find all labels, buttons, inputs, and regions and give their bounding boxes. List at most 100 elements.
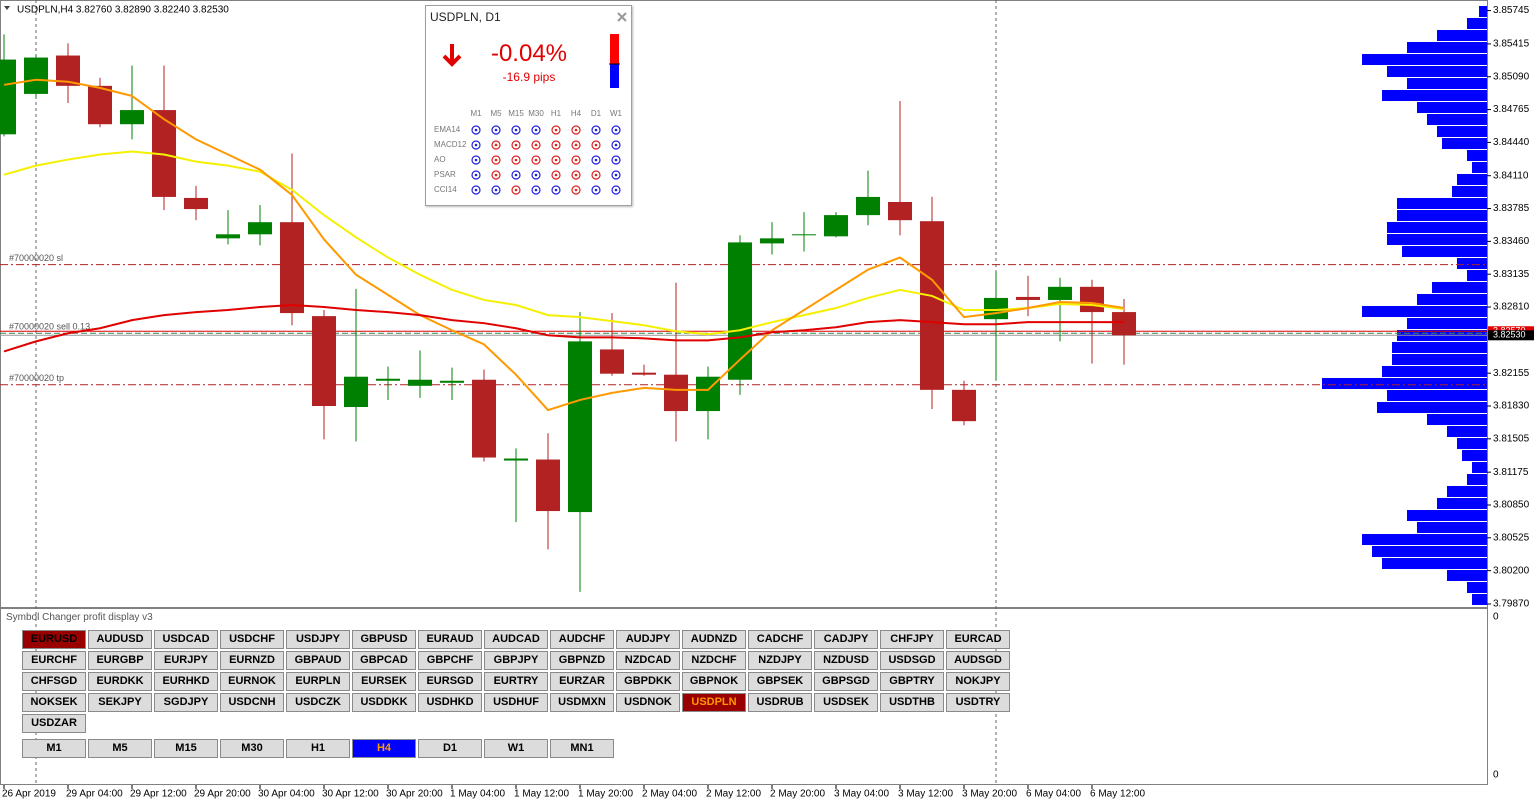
x-tick-label: 29 Apr 12:00 bbox=[130, 789, 187, 800]
button[interactable]: NOKJPY bbox=[946, 672, 1010, 691]
button[interactable]: NOKSEK bbox=[22, 693, 86, 712]
button[interactable]: EURCHF bbox=[22, 651, 86, 670]
button[interactable]: GBPNZD bbox=[550, 651, 614, 670]
button[interactable]: USDCAD bbox=[154, 630, 218, 649]
button[interactable]: SEKJPY bbox=[88, 693, 152, 712]
x-tick-label: 30 Apr 20:00 bbox=[386, 789, 443, 800]
button[interactable]: CADJPY bbox=[814, 630, 878, 649]
button[interactable]: GBPNOK bbox=[682, 672, 746, 691]
button[interactable]: EURZAR bbox=[550, 672, 614, 691]
button[interactable]: USDNOK bbox=[616, 693, 680, 712]
x-tick-label: 26 Apr 2019 bbox=[2, 789, 56, 800]
button[interactable]: NZDJPY bbox=[748, 651, 812, 670]
candle-body bbox=[824, 215, 848, 237]
button[interactable]: EURGBP bbox=[88, 651, 152, 670]
button[interactable]: AUDCHF bbox=[550, 630, 614, 649]
button[interactable]: CHFSGD bbox=[22, 672, 86, 691]
button[interactable]: EURHKD bbox=[154, 672, 218, 691]
button[interactable]: CADCHF bbox=[748, 630, 812, 649]
button[interactable]: USDSGD bbox=[880, 651, 944, 670]
volume-bar bbox=[1437, 30, 1487, 41]
indicator-name: AO bbox=[434, 155, 446, 164]
change: -0.04% bbox=[490, 40, 568, 67]
signal bbox=[591, 140, 601, 150]
button[interactable]: USDRUB bbox=[748, 693, 812, 712]
button[interactable]: GBPTRY bbox=[880, 672, 944, 691]
button[interactable]: EURDKK bbox=[88, 672, 152, 691]
button[interactable]: M30 bbox=[220, 739, 284, 758]
button[interactable]: GBPUSD bbox=[352, 630, 416, 649]
button[interactable]: USDTRY bbox=[946, 693, 1010, 712]
button[interactable]: AUDNZD bbox=[682, 630, 746, 649]
button[interactable]: MN1 bbox=[550, 739, 614, 758]
button[interactable]: EURSEK bbox=[352, 672, 416, 691]
button[interactable]: USDHKD bbox=[418, 693, 482, 712]
button[interactable]: GBPJPY bbox=[484, 651, 548, 670]
button[interactable]: EURPLN bbox=[286, 672, 350, 691]
volume-bar bbox=[1387, 390, 1487, 401]
button[interactable]: USDSEK bbox=[814, 693, 878, 712]
button[interactable]: M5 bbox=[88, 739, 152, 758]
button[interactable]: NZDCAD bbox=[616, 651, 680, 670]
candle-body bbox=[1080, 286, 1104, 313]
button[interactable]: AUDCAD bbox=[484, 630, 548, 649]
candle-body bbox=[88, 85, 112, 125]
button[interactable]: USDMXN bbox=[550, 693, 614, 712]
signal bbox=[591, 185, 601, 195]
volume-bar bbox=[1417, 294, 1487, 305]
button[interactable]: USDCZK bbox=[286, 693, 350, 712]
button[interactable]: EURTRY bbox=[484, 672, 548, 691]
button[interactable]: GBPAUD bbox=[286, 651, 350, 670]
button[interactable]: EURSGD bbox=[418, 672, 482, 691]
candle-body bbox=[120, 110, 144, 125]
signal bbox=[591, 155, 601, 165]
button[interactable]: EURAUD bbox=[418, 630, 482, 649]
button[interactable]: EURUSD bbox=[22, 630, 86, 649]
volume-bar bbox=[1457, 174, 1487, 185]
button[interactable]: AUDJPY bbox=[616, 630, 680, 649]
button[interactable]: USDHUF bbox=[484, 693, 548, 712]
button[interactable]: NZDCHF bbox=[682, 651, 746, 670]
close-icon[interactable] bbox=[616, 11, 628, 23]
button[interactable]: M1 bbox=[22, 739, 86, 758]
signal bbox=[531, 125, 541, 135]
button[interactable]: USDCHF bbox=[220, 630, 284, 649]
volume-bar bbox=[1392, 354, 1487, 365]
button[interactable]: CHFJPY bbox=[880, 630, 944, 649]
button[interactable]: AUDUSD bbox=[88, 630, 152, 649]
candle-body bbox=[952, 389, 976, 422]
button[interactable]: EURNOK bbox=[220, 672, 284, 691]
button[interactable]: SGDJPY bbox=[154, 693, 218, 712]
signal bbox=[571, 125, 581, 135]
button[interactable]: H4 bbox=[352, 739, 416, 758]
volume-bar bbox=[1447, 570, 1487, 581]
candle-body bbox=[600, 349, 624, 374]
button[interactable]: USDTHB bbox=[880, 693, 944, 712]
button[interactable]: EURJPY bbox=[154, 651, 218, 670]
button[interactable]: GBPSEK bbox=[748, 672, 812, 691]
button[interactable]: GBPCAD bbox=[352, 651, 416, 670]
button[interactable]: USDCNH bbox=[220, 693, 284, 712]
button[interactable]: W1 bbox=[484, 739, 548, 758]
button[interactable]: EURCAD bbox=[946, 630, 1010, 649]
button[interactable]: D1 bbox=[418, 739, 482, 758]
x-tick-label: 3 May 04:00 bbox=[834, 789, 889, 800]
x-tick-label: 2 May 12:00 bbox=[706, 789, 761, 800]
button[interactable]: USDDKK bbox=[352, 693, 416, 712]
volume-bar bbox=[1362, 54, 1487, 65]
button[interactable]: GBPSGD bbox=[814, 672, 878, 691]
button[interactable]: AUDSGD bbox=[946, 651, 1010, 670]
button[interactable]: GBPDKK bbox=[616, 672, 680, 691]
indicator-name: EMA14 bbox=[434, 125, 461, 134]
signal bbox=[611, 155, 621, 165]
button[interactable]: NZDUSD bbox=[814, 651, 878, 670]
button[interactable]: H1 bbox=[286, 739, 350, 758]
button[interactable]: GBPCHF bbox=[418, 651, 482, 670]
button[interactable]: M15 bbox=[154, 739, 218, 758]
button[interactable]: USDZAR bbox=[22, 714, 86, 733]
button[interactable]: USDJPY bbox=[286, 630, 350, 649]
x-tick-label: 3 May 12:00 bbox=[898, 789, 953, 800]
volume-bar bbox=[1457, 438, 1487, 449]
button[interactable]: USDPLN bbox=[682, 693, 746, 712]
button[interactable]: EURNZD bbox=[220, 651, 284, 670]
